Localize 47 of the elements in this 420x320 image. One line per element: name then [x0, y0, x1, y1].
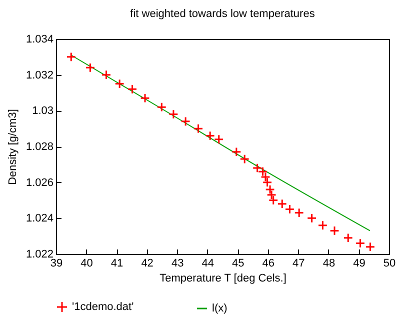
point: [330, 226, 340, 236]
x-tick-label: 41: [110, 258, 124, 270]
line-series: [70, 54, 370, 232]
x-tick-label: 43: [171, 258, 184, 270]
x-tick-label: 46: [262, 258, 275, 270]
point: [140, 93, 150, 104]
point: [318, 220, 328, 230]
chart-title: fit weighted towards low temperatures: [130, 8, 316, 20]
point: [66, 52, 76, 62]
x-axis-title: Temperature T [deg Cels.]: [160, 272, 286, 284]
point: [343, 232, 354, 243]
point: [168, 109, 178, 120]
point: [231, 146, 242, 157]
x-tick-label: 44: [202, 258, 214, 270]
point: [284, 204, 295, 214]
point: [277, 198, 288, 209]
point: [180, 116, 190, 126]
x-tick-label: 49: [353, 258, 366, 270]
x-tick-label: 45: [232, 258, 244, 270]
point: [127, 84, 138, 94]
point: [355, 238, 366, 248]
x-tick-label: 47: [292, 258, 305, 270]
point: [294, 208, 304, 218]
y-tick-label: 1.032: [26, 69, 54, 82]
point: [101, 70, 112, 80]
y-axis-title: Density [g/cm3]: [6, 109, 19, 185]
point: [214, 134, 224, 144]
x-tick-label: 39: [50, 258, 63, 270]
y-tick-label: 1.024: [26, 212, 54, 225]
point: [114, 78, 125, 89]
point: [156, 102, 167, 112]
x-tick-label: 50: [383, 258, 396, 270]
point: [205, 130, 216, 141]
x-tick-label: 48: [322, 258, 336, 270]
y-tick-label: 1.026: [26, 176, 54, 189]
legend-label: l(x): [212, 302, 228, 314]
y-tick-label: 1.028: [26, 141, 54, 153]
point: [306, 213, 317, 224]
y-tick-label: 1.034: [26, 34, 54, 46]
x-tick-label: 42: [141, 258, 154, 270]
y-tick-label: 1.03: [32, 105, 54, 118]
point: [85, 62, 96, 73]
point: [365, 242, 376, 252]
point: [240, 154, 250, 164]
x-tick-label: 40: [80, 258, 93, 270]
point: [193, 124, 204, 134]
legend-label: '1cdemo.dat': [72, 301, 134, 313]
